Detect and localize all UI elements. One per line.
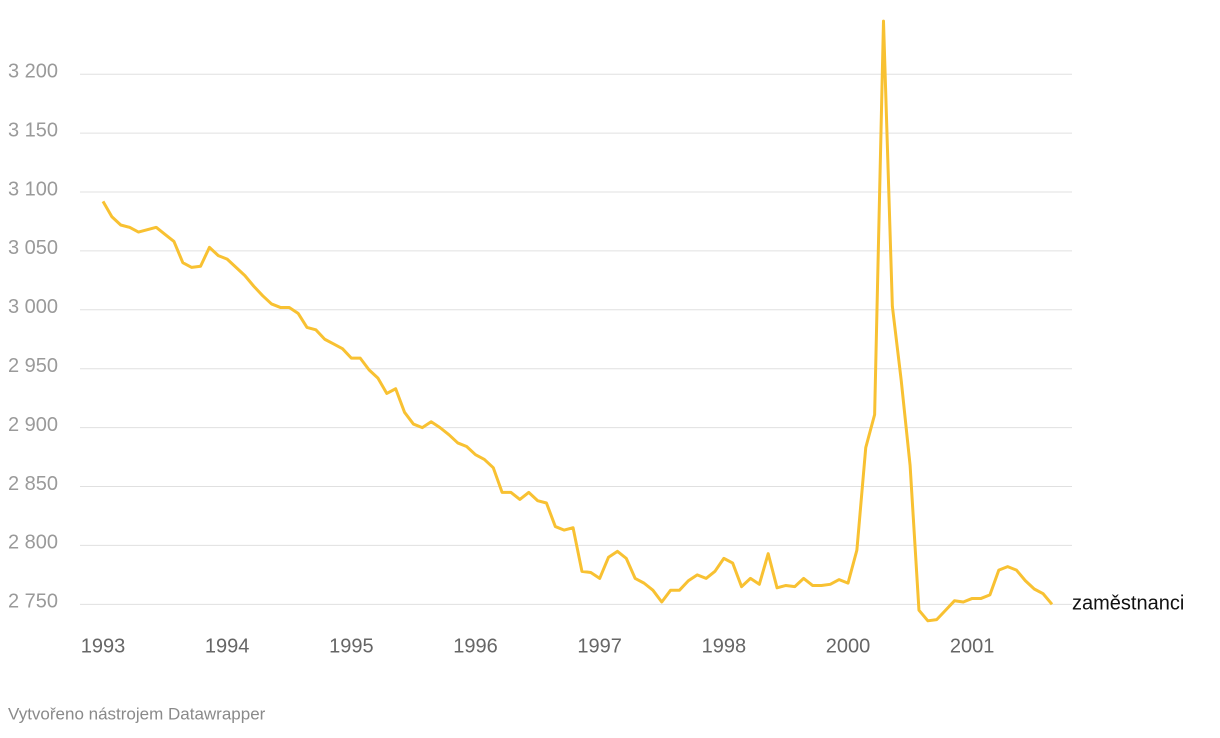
y-tick-label: 3 150 [8,119,58,141]
line [101,19,1054,623]
x-tick-label: 2000 [826,635,871,657]
x-tick-label: 2001 [950,635,995,657]
series-label: zaměstnanci [1072,593,1184,615]
x-tick-label: 1993 [81,635,126,657]
y-tick-label: 2 950 [8,355,58,377]
x-tick-label: 1995 [329,635,374,657]
y-tick-label: 2 850 [8,473,58,495]
y-tick-label: 2 800 [8,532,58,554]
x-tick-label: 1998 [702,635,747,657]
y-tick-label: 3 050 [8,237,58,259]
y-tick-label: 3 200 [8,60,58,82]
y-tick-label: 3 000 [8,296,58,318]
y-tick-label: 2 750 [8,591,58,613]
y-tick-label: 2 900 [8,414,58,436]
x-tick-label: 1994 [205,635,250,657]
credit: Vytvořeno nástrojem Datawrapper [8,704,266,723]
y-tick-label: 3 100 [8,178,58,200]
x-tick-label: 1996 [453,635,498,657]
x-tick-label: 1997 [577,635,622,657]
